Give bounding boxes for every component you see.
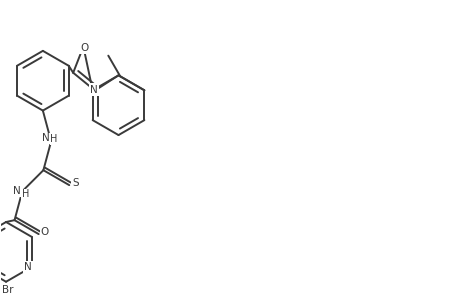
- Text: H: H: [22, 189, 29, 199]
- Text: N: N: [90, 85, 98, 94]
- Text: Br: Br: [2, 285, 14, 295]
- Text: S: S: [72, 178, 78, 188]
- Text: N: N: [24, 262, 32, 272]
- Text: N: N: [42, 134, 50, 143]
- Text: H: H: [50, 134, 58, 144]
- Text: O: O: [80, 43, 88, 52]
- Text: N: N: [13, 186, 21, 196]
- Text: O: O: [40, 227, 49, 237]
